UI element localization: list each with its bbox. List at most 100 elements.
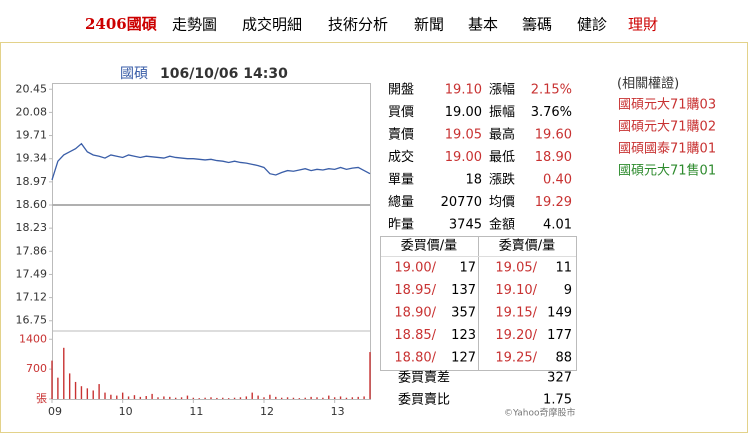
volume-bar — [204, 397, 206, 399]
warrant-link[interactable]: 國碩元大71售01 — [618, 163, 716, 179]
nav-tab[interactable]: 技術分析 — [328, 16, 388, 34]
x-tick-label: 10 — [119, 405, 133, 418]
volume-bar — [192, 397, 195, 399]
content-border — [0, 42, 748, 433]
volume-bar — [339, 396, 342, 399]
y-tick-label: 17.86 — [16, 244, 48, 257]
warrant-link[interactable]: 國碩國泰71購01 — [618, 142, 716, 157]
book-qty: 137 — [451, 283, 476, 298]
plot-border — [52, 83, 371, 400]
volume-bar — [139, 396, 142, 399]
quote-value: 19.10 — [445, 83, 482, 98]
volume-bar — [322, 397, 324, 399]
volume-bar — [357, 396, 359, 399]
y-tick-label: 18.60 — [16, 198, 48, 211]
book-qty: 17 — [459, 261, 476, 276]
x-tick-label: 13 — [331, 405, 345, 418]
book-summary-label: 委買賣比 — [398, 393, 450, 408]
quote-value: 0.40 — [543, 173, 572, 188]
nav-tab[interactable]: 健診 — [577, 16, 607, 34]
volume-bar — [116, 395, 118, 399]
book-header: 委賣價/量 — [499, 239, 555, 254]
volume-tick-label: 張 — [36, 392, 47, 405]
book-price: 19.20/ — [495, 328, 537, 343]
quote-value: 3.76% — [531, 105, 572, 120]
y-tick-label: 17.49 — [16, 267, 48, 280]
nav-tab[interactable]: 成交明細 — [242, 16, 302, 34]
volume-bar — [298, 398, 301, 399]
quote-value: 18 — [465, 173, 482, 188]
volume-bar — [263, 397, 265, 399]
quote-value: 19.00 — [445, 105, 482, 120]
quote-label: 金額 — [489, 217, 515, 233]
book-summary-label: 委買賣差 — [398, 371, 450, 386]
nav-tab[interactable]: 2406國碩 — [85, 15, 157, 33]
quote-value: 4.01 — [543, 218, 572, 233]
x-tick-label: 12 — [260, 405, 274, 418]
volume-bar — [68, 373, 71, 399]
volume-bar — [251, 392, 253, 399]
quote-value: 20770 — [441, 195, 482, 210]
book-qty: 177 — [547, 328, 572, 343]
volume-bar — [257, 395, 259, 399]
quote-label: 買價 — [388, 105, 414, 120]
volume-bar — [157, 397, 159, 399]
quote-value: 19.00 — [445, 150, 482, 165]
volume-bar — [110, 394, 112, 399]
book-price: 18.95/ — [394, 283, 436, 298]
volume-bar — [133, 395, 136, 399]
volume-bar — [328, 395, 330, 399]
book-qty: 127 — [451, 351, 476, 366]
nav-tab[interactable]: 理財 — [628, 16, 658, 34]
volume-bar — [51, 360, 53, 399]
volume-bar — [280, 397, 283, 399]
price-line — [51, 142, 371, 181]
y-tick-label: 19.34 — [16, 152, 48, 165]
chart-subtitle: 106/10/06 14:30 — [160, 66, 288, 82]
book-price: 18.90/ — [394, 306, 436, 321]
quote-label: 成交 — [388, 149, 414, 165]
volume-bar — [80, 386, 83, 399]
book-price: 19.10/ — [495, 283, 537, 298]
quote-value: 19.05 — [445, 128, 482, 143]
volume-bar — [222, 397, 224, 399]
volume-tick-label: 1400 — [19, 332, 47, 345]
volume-bar — [233, 397, 236, 399]
book-border — [380, 236, 577, 371]
warrant-link[interactable]: 國碩元大71購03 — [618, 98, 716, 113]
y-tick-label: 18.23 — [16, 221, 48, 234]
book-qty: 149 — [547, 306, 572, 321]
copyright: ©Yahoo奇摩股市 — [504, 407, 576, 419]
volume-bar — [369, 352, 371, 399]
nav-tab[interactable]: 走勢圖 — [172, 16, 217, 34]
volume-bar — [198, 398, 200, 399]
volume-bar — [292, 397, 295, 399]
nav-tab[interactable]: 基本 — [468, 16, 498, 34]
quote-label: 單量 — [388, 173, 414, 188]
nav-tab[interactable]: 籌碼 — [522, 16, 552, 34]
nav-tab[interactable]: 新聞 — [414, 16, 444, 34]
volume-bar — [304, 397, 306, 399]
quote-label: 漲跌 — [489, 172, 515, 188]
volume-bar — [310, 396, 312, 399]
quote-value: 19.60 — [535, 128, 572, 143]
quote-label: 最高 — [489, 127, 515, 143]
quote-label: 均價 — [489, 195, 515, 210]
volume-bar — [275, 396, 277, 399]
book-price: 19.25/ — [495, 351, 537, 366]
book-qty: 357 — [451, 306, 476, 321]
warrant-link[interactable]: 國碩元大71購02 — [618, 120, 716, 135]
book-header: 委買價/量 — [401, 239, 457, 254]
volume-bar — [210, 397, 212, 399]
quote-label: 振幅 — [489, 105, 515, 120]
volume-bar — [92, 390, 94, 399]
volume-bar — [104, 392, 106, 399]
volume-bar — [363, 396, 365, 399]
volume-bar — [333, 397, 336, 399]
volume-tick-label: 700 — [26, 362, 47, 375]
volume-bar — [57, 377, 59, 399]
quote-label: 總量 — [388, 194, 414, 210]
volume-bar — [186, 395, 189, 399]
book-qty: 11 — [555, 261, 572, 276]
